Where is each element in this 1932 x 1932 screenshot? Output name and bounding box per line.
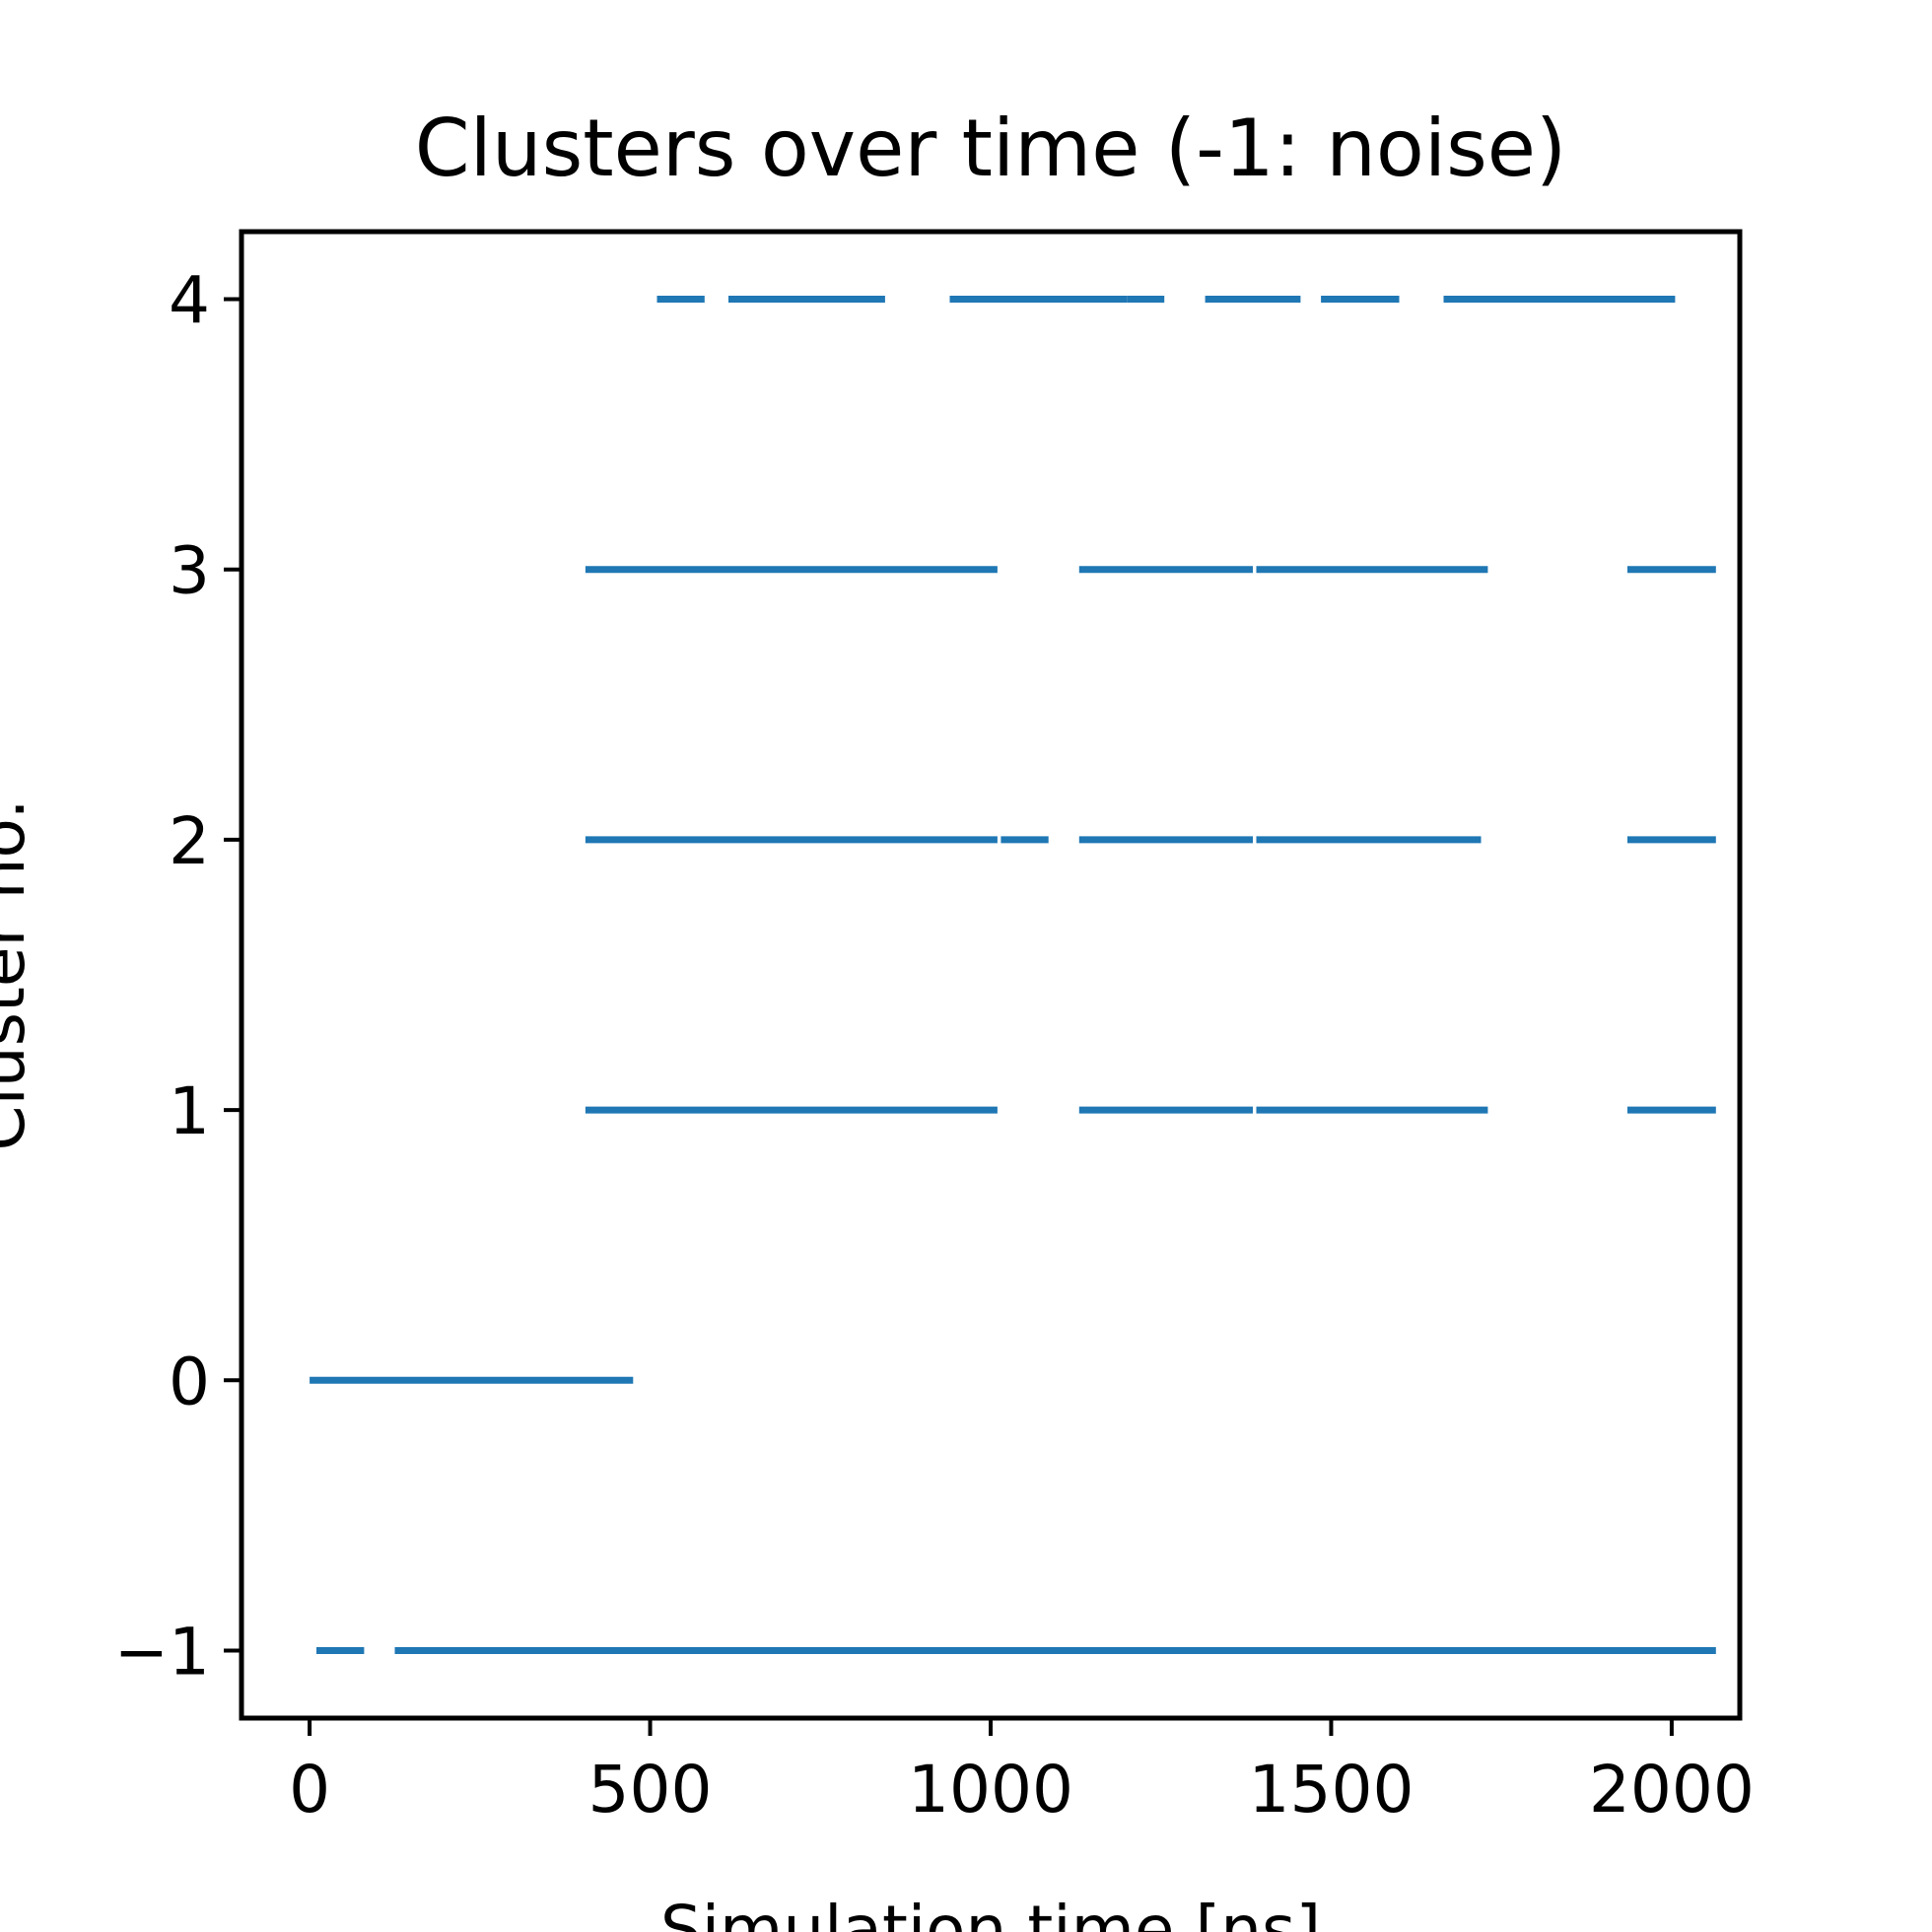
x-tick-label: 500 bbox=[588, 1752, 713, 1828]
plot-frame bbox=[239, 229, 1743, 1721]
cluster-segments bbox=[310, 296, 1716, 1654]
y-tick-label: 1 bbox=[169, 1073, 210, 1149]
y-tick-label: 4 bbox=[169, 263, 210, 339]
x-axis-label: Simulation time [ns] bbox=[660, 1892, 1321, 1932]
x-axis-ticks: 0 500 1000 1500 2000 bbox=[289, 1718, 1755, 1828]
x-tick-label: 1000 bbox=[908, 1752, 1073, 1828]
y-axis-label: Cluster no. bbox=[0, 798, 39, 1150]
y-axis-ticks: −1 0 1 2 3 4 bbox=[114, 263, 242, 1690]
y-tick-label: 3 bbox=[169, 533, 210, 609]
y-tick-label: −1 bbox=[114, 1614, 210, 1690]
x-tick-label: 1500 bbox=[1248, 1752, 1414, 1828]
y-tick-label: 2 bbox=[169, 803, 210, 879]
x-tick-label: 0 bbox=[289, 1752, 330, 1828]
chart-title: Clusters over time (-1: noise) bbox=[415, 103, 1566, 194]
x-tick-label: 2000 bbox=[1589, 1752, 1755, 1828]
y-tick-label: 0 bbox=[169, 1344, 210, 1419]
